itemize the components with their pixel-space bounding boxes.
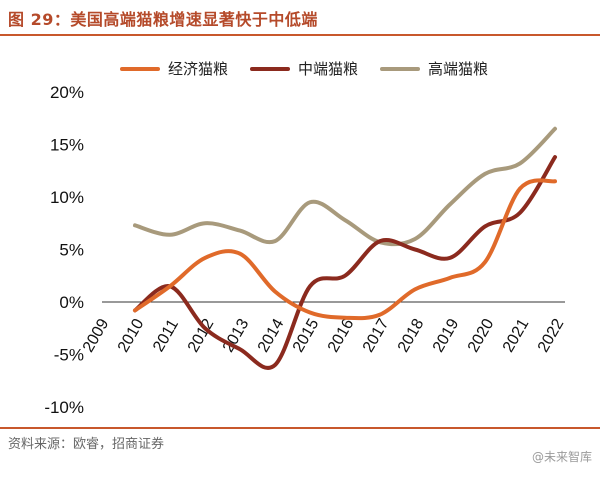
y-tick-label: 15% [50,136,84,155]
series-line-premium [133,126,557,247]
x-tick-label: 2022 [535,316,568,355]
legend-swatch-economy [120,66,160,71]
legend-swatch-midrange [250,66,291,71]
x-tick-label: 2021 [500,316,533,355]
series-line-economy [133,178,557,321]
legend-item-economy: 经济猫粮 [120,58,228,79]
y-tick-label: 0% [59,293,84,312]
legend-label-midrange: 中端猫粮 [298,60,359,78]
x-tick-label: 2017 [360,316,393,355]
watermark: @未来智库 [531,450,592,464]
title-divider [0,34,600,36]
legend-item-premium: 高端猫粮 [380,58,488,79]
y-tick-label: -10% [44,398,84,417]
y-tick-label: 20% [50,83,84,102]
chart-legend: 经济猫粮 中端猫粮 高端猫粮 [120,58,488,79]
series-line-midrange [133,155,557,370]
legend-swatch-premium [380,66,421,71]
x-tick-label: 2019 [430,316,463,355]
x-tick-label: 2010 [115,316,148,355]
legend-label-economy: 经济猫粮 [168,60,229,78]
figure-title: 图 29：美国高端猫粮增速显著快于中低端 [8,10,318,29]
legend-item-midrange: 中端猫粮 [250,58,358,79]
x-tick-label: 2016 [325,316,358,355]
x-tick-label: 2011 [150,317,182,355]
footer-divider [0,427,600,429]
y-tick-label: 5% [59,241,84,260]
legend-label-premium: 高端猫粮 [428,60,489,78]
x-tick-label: 2009 [80,316,113,355]
y-tick-label: 10% [50,188,84,207]
x-tick-label: 2020 [465,316,498,355]
x-tick-label: 2018 [395,316,428,355]
y-tick-label: -5% [54,346,84,365]
source-note: 资料来源：欧睿，招商证券 [8,437,165,452]
